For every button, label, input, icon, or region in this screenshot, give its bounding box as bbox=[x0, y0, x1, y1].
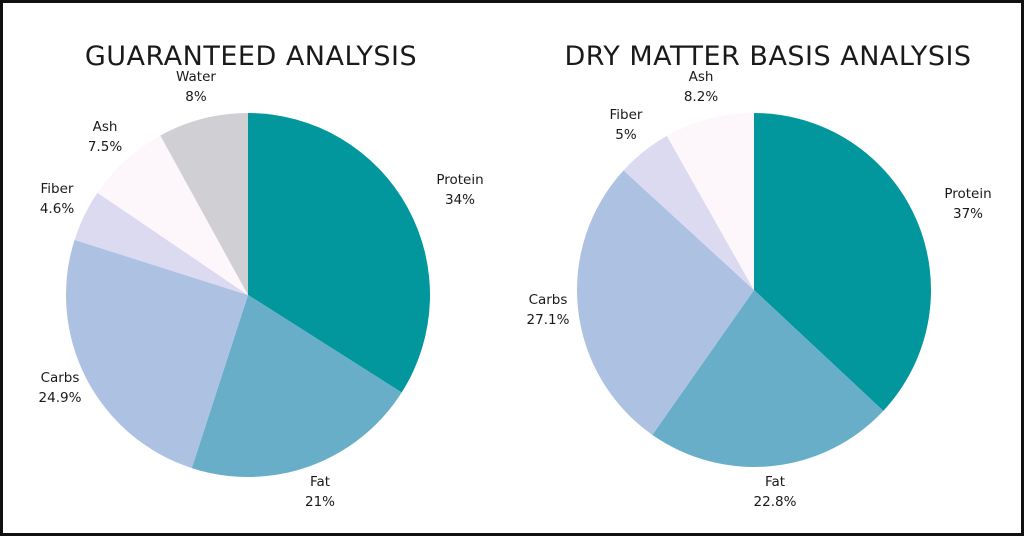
pie-slice-fiber bbox=[74, 192, 248, 295]
slice-name: Ash bbox=[93, 119, 118, 135]
dry-matter-basis-title: DRY MATTER BASIS ANALYSIS bbox=[564, 41, 972, 72]
slice-label-protein: Protein 37% bbox=[944, 186, 991, 222]
slice-value: 8.2% bbox=[684, 89, 718, 105]
dry-matter-basis-pie: Protein 37% Fat 22.8% Carbs 27.1% Fiber 5% Ash 8.… bbox=[527, 69, 992, 510]
slice-label-water: Water 8% bbox=[176, 69, 216, 105]
slice-value: 22.8% bbox=[754, 494, 797, 510]
pie-slice-protein bbox=[754, 113, 931, 411]
slice-value: 37% bbox=[953, 206, 983, 222]
pie-slice-fat bbox=[652, 290, 884, 467]
slice-label-fiber: Fiber 5% bbox=[610, 107, 643, 143]
slice-name: Carbs bbox=[41, 370, 80, 386]
slice-value: 21% bbox=[305, 494, 335, 510]
pie-slice-ash bbox=[666, 113, 754, 290]
slice-label-fat: Fat 22.8% bbox=[754, 474, 797, 510]
slice-name: Water bbox=[176, 69, 216, 85]
slice-name: Carbs bbox=[529, 292, 568, 308]
pie-slice-fiber bbox=[623, 135, 754, 290]
slice-value: 4.6% bbox=[40, 201, 74, 217]
slice-value: 34% bbox=[445, 192, 475, 208]
slice-name: Fat bbox=[310, 474, 330, 490]
pie-slice-carbs bbox=[577, 170, 754, 435]
guaranteed-analysis-title: GUARANTEED ANALYSIS bbox=[84, 41, 418, 72]
pie-slice-protein bbox=[248, 112, 431, 393]
slice-label-fiber: Fiber 4.6% bbox=[40, 181, 74, 217]
slice-label-protein: Protein 34% bbox=[436, 172, 483, 208]
slice-name: Protein bbox=[436, 172, 483, 188]
slice-name: Fat bbox=[765, 474, 785, 490]
slice-label-ash: Ash 8.2% bbox=[684, 69, 718, 105]
pie-slice-carbs bbox=[66, 239, 248, 469]
slice-label-carbs: Carbs 24.9% bbox=[39, 370, 82, 406]
slice-value: 5% bbox=[615, 127, 637, 143]
slice-name: Fiber bbox=[610, 107, 643, 123]
pie-slice-fat bbox=[191, 295, 402, 477]
slice-value: 7.5% bbox=[88, 139, 122, 155]
slice-label-fat: Fat 21% bbox=[305, 474, 335, 510]
slice-label-carbs: Carbs 27.1% bbox=[527, 292, 570, 328]
pie-slice-water bbox=[160, 113, 248, 295]
slice-value: 24.9% bbox=[39, 390, 82, 406]
slice-name: Protein bbox=[944, 186, 991, 202]
guaranteed-analysis-pie: Protein 34% Fat 21% Carbs 24.9% Fiber 4.6% Ash 7.… bbox=[39, 69, 484, 510]
slice-value: 8% bbox=[185, 89, 207, 105]
slice-label-ash: Ash 7.5% bbox=[88, 119, 122, 155]
pie-slice-ash bbox=[97, 135, 248, 295]
slice-name: Ash bbox=[689, 69, 714, 85]
slice-value: 27.1% bbox=[527, 312, 570, 328]
slice-name: Fiber bbox=[41, 181, 74, 197]
